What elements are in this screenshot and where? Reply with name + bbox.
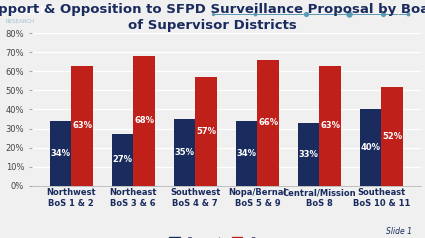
Text: 27%: 27% — [113, 155, 133, 164]
Text: 57%: 57% — [196, 127, 216, 136]
Bar — [173, 119, 196, 186]
Text: 35%: 35% — [174, 148, 195, 157]
Bar — [381, 87, 403, 186]
Text: 66%: 66% — [258, 118, 278, 127]
Text: 68%: 68% — [134, 116, 154, 125]
Text: 52%: 52% — [382, 132, 402, 141]
Bar — [319, 66, 341, 186]
Bar — [235, 121, 257, 186]
Text: Support & Opposition to SFPD Surveillance Proposal by Board
of Supervisor Distri: Support & Opposition to SFPD Surveillanc… — [0, 3, 425, 32]
Bar — [257, 60, 279, 186]
Text: RESEARCH: RESEARCH — [5, 20, 34, 25]
Text: 34%: 34% — [236, 149, 256, 158]
Text: 63%: 63% — [72, 121, 92, 130]
Bar — [133, 56, 155, 186]
Text: 40%: 40% — [360, 143, 380, 152]
Text: 63%: 63% — [320, 121, 340, 130]
Text: May 2022: May 2022 — [388, 10, 419, 15]
Bar — [196, 77, 217, 186]
Bar — [112, 134, 133, 186]
Bar — [71, 66, 93, 186]
Bar — [360, 109, 381, 186]
Text: 33%: 33% — [298, 150, 318, 159]
Legend: Support, Oppose: Support, Oppose — [165, 233, 288, 238]
Text: TULCHIN: TULCHIN — [5, 6, 53, 16]
Text: 34%: 34% — [51, 149, 71, 158]
Text: Slide 1: Slide 1 — [386, 227, 412, 236]
Bar — [298, 123, 319, 186]
Bar — [50, 121, 71, 186]
